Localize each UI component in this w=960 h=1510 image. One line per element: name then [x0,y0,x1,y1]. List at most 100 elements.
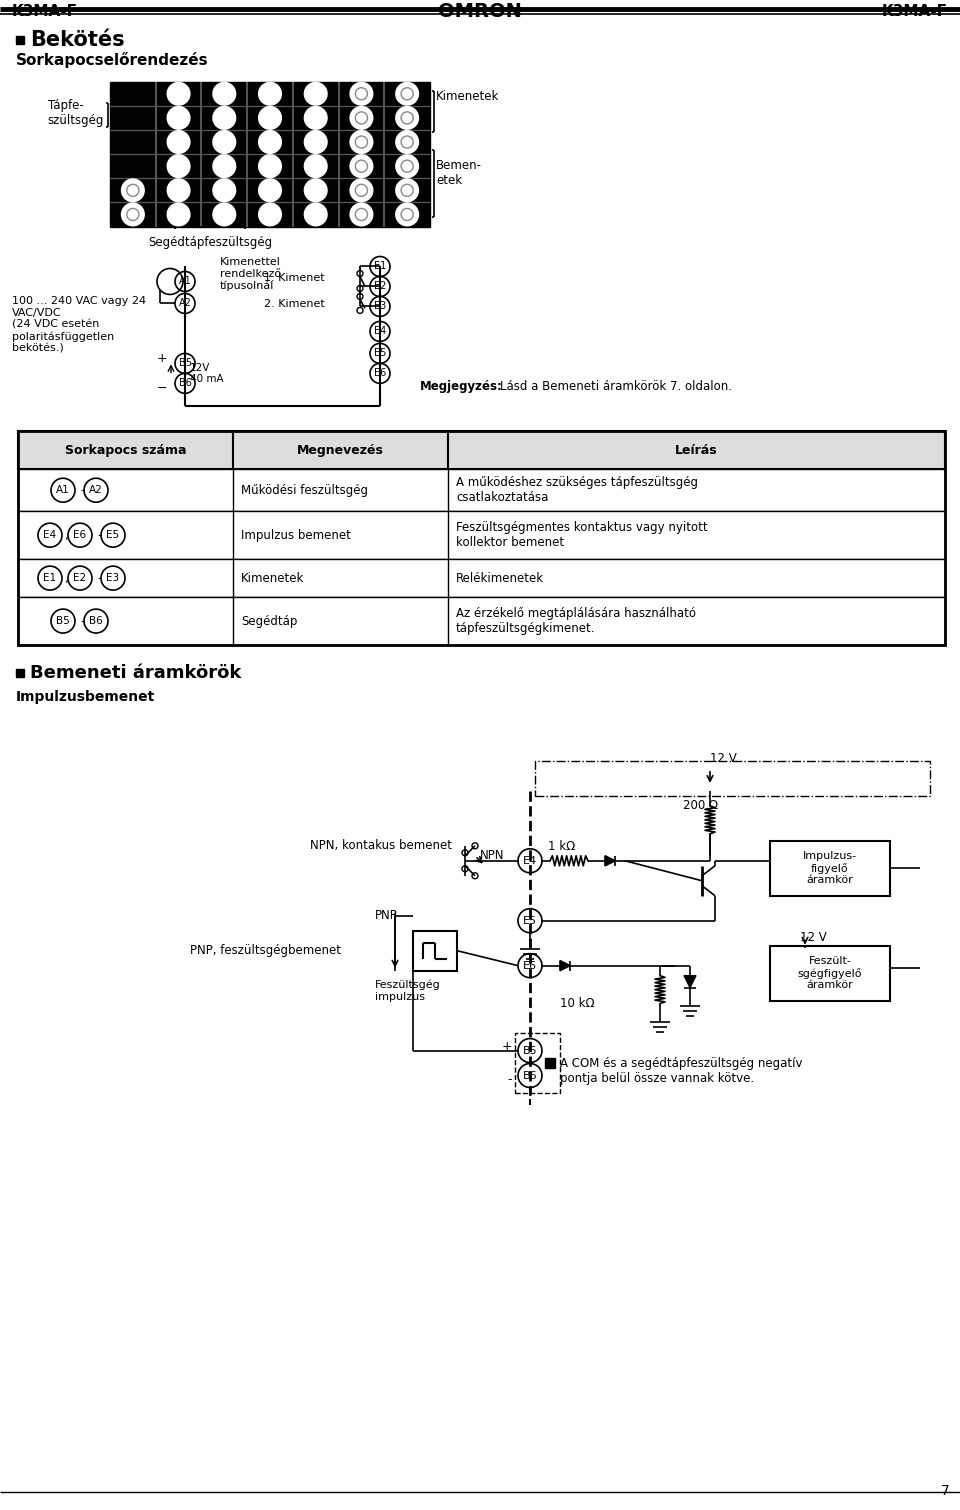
Circle shape [304,156,326,177]
Circle shape [462,865,468,871]
Circle shape [355,112,368,124]
Circle shape [304,204,326,225]
Circle shape [396,131,419,153]
Text: Megjegyzés:: Megjegyzés: [420,381,503,393]
Text: +: + [156,352,167,365]
Text: NPN: NPN [480,849,505,862]
Circle shape [304,131,326,153]
Circle shape [168,107,189,128]
Text: 1 kΩ: 1 kΩ [548,840,575,853]
Circle shape [401,136,413,148]
Text: Relékimenetek: Relékimenetek [456,572,544,584]
Circle shape [355,136,368,148]
Text: Kimenetek: Kimenetek [241,572,304,584]
Text: Segédtáp: Segédtáp [241,615,298,628]
Circle shape [357,285,363,291]
Text: Az érzékelő megtáplálására használható
tápfeszültsgégkimenet.: Az érzékelő megtáplálására használható t… [456,607,696,636]
Text: 1. Kimenet: 1. Kimenet [264,273,325,284]
Text: Bekötés: Bekötés [30,30,125,50]
Text: Segédtápfeszültsgég: Segédtápfeszültsgég [148,236,272,249]
Circle shape [350,107,372,128]
Polygon shape [560,960,570,971]
Circle shape [213,83,235,104]
Text: Impulzus-
figyelő
áramkör: Impulzus- figyelő áramkör [803,852,857,885]
Circle shape [396,107,419,128]
Circle shape [168,204,189,225]
Circle shape [168,156,189,177]
Bar [770,945,890,1001]
Circle shape [401,208,413,220]
Circle shape [168,83,189,104]
Circle shape [350,156,372,177]
Text: E3: E3 [107,574,120,583]
Bar [18,512,945,559]
Bar [18,470,945,512]
Text: -: - [508,1074,512,1086]
Circle shape [355,208,368,220]
Circle shape [122,204,144,225]
Circle shape [357,293,363,299]
Circle shape [350,131,372,153]
Circle shape [157,269,183,294]
Circle shape [259,156,281,177]
Text: Sorkapocs száma: Sorkapocs száma [64,444,186,456]
Circle shape [259,83,281,104]
Circle shape [168,131,189,153]
Text: A COM és a segédtápfeszültsgég negatív
pontja belül össze vannak kötve.: A COM és a segédtápfeszültsgég negatív p… [560,1057,803,1084]
Circle shape [355,184,368,196]
Circle shape [472,843,478,849]
Text: E5: E5 [107,530,120,541]
Text: A1: A1 [56,485,70,495]
Text: A1: A1 [179,276,191,287]
Circle shape [259,180,281,201]
Text: B6: B6 [522,1071,538,1081]
Text: E5: E5 [373,349,386,358]
Text: E6: E6 [373,368,386,379]
Text: E1: E1 [373,261,386,272]
Text: PNP: PNP [375,909,397,923]
Text: −: − [156,382,167,394]
Text: E2: E2 [373,281,386,291]
Circle shape [401,184,413,196]
Circle shape [355,160,368,172]
Text: Megnevezés: Megnevezés [297,444,384,456]
Text: 2. Kimenet: 2. Kimenet [264,299,325,310]
Text: 200 Ω: 200 Ω [683,799,718,812]
Circle shape [396,83,419,104]
Text: Kimenettel
rendelkező
típusolnál: Kimenettel rendelkező típusolnál [220,258,281,291]
Circle shape [213,180,235,201]
Bar [16,669,24,676]
Text: E6: E6 [73,530,86,541]
Circle shape [304,180,326,201]
Text: ,: , [65,572,69,584]
Text: E4: E4 [523,856,537,865]
Circle shape [396,180,419,201]
Bar [16,36,24,44]
Text: OMRON: OMRON [438,3,522,21]
Circle shape [396,204,419,225]
Circle shape [213,107,235,128]
Text: Bemen-
etek: Bemen- etek [436,159,482,187]
Text: E2: E2 [73,574,86,583]
Bar [515,1033,560,1093]
Circle shape [213,204,235,225]
Text: Feszült-
sgégfigyelő
áramkör: Feszült- sgégfigyelő áramkör [798,956,862,991]
Text: K3MA-F: K3MA-F [882,5,948,20]
Bar [18,559,945,596]
Circle shape [401,160,413,172]
Text: Feszültsgég
impulzus: Feszültsgég impulzus [375,980,441,1001]
Text: E5: E5 [523,915,537,926]
Circle shape [355,88,368,100]
Text: Impulzus bemenet: Impulzus bemenet [241,528,350,542]
Circle shape [462,850,468,856]
Circle shape [350,83,372,104]
Text: A működéshez szükséges tápfeszültsgég
csatlakoztatása: A működéshez szükséges tápfeszültsgég cs… [456,476,698,504]
Bar [770,841,890,895]
Circle shape [304,83,326,104]
Circle shape [357,270,363,276]
Circle shape [396,156,419,177]
Text: -: - [80,483,84,497]
Text: Leírás: Leírás [675,444,718,456]
Text: Sorkapocselőrendezés: Sorkapocselőrendezés [16,51,208,68]
Text: 100 ... 240 VAC vagy 24
VAC/VDC
(24 VDC esetén
polaritásfüggetlen
bekötés.): 100 ... 240 VAC vagy 24 VAC/VDC (24 VDC … [12,296,146,353]
